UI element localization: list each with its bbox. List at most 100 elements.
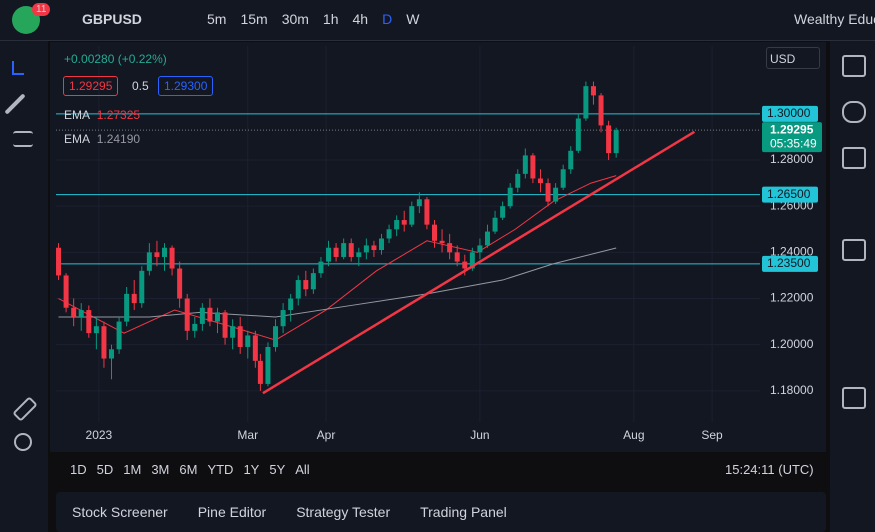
candle-body bbox=[439, 240, 445, 244]
tab[interactable]: Stock Screener bbox=[72, 504, 168, 520]
candle-body bbox=[318, 261, 324, 274]
candle-body bbox=[78, 310, 84, 317]
range[interactable]: 1M bbox=[123, 462, 142, 477]
badge: 11 bbox=[32, 3, 51, 16]
timeframes: 5m 15m 30m 1h 4h D W bbox=[207, 11, 433, 29]
symbol[interactable]: GBPUSD bbox=[82, 11, 142, 27]
level-label: 1.30000 bbox=[767, 106, 811, 120]
candle-body bbox=[109, 349, 115, 359]
line-tool[interactable] bbox=[4, 93, 26, 115]
x-tick-label: Aug bbox=[623, 428, 644, 442]
range[interactable]: 1D bbox=[70, 462, 87, 477]
clock: 15:24:11 (UTC) bbox=[725, 462, 814, 477]
candle-body bbox=[280, 310, 286, 327]
timeframe[interactable]: 5m bbox=[207, 11, 227, 27]
tab[interactable]: Pine Editor bbox=[197, 504, 267, 520]
candle-body bbox=[371, 245, 377, 251]
candle-body bbox=[447, 243, 453, 253]
candle-body bbox=[169, 247, 175, 269]
tab[interactable]: Strategy Tester bbox=[296, 504, 391, 520]
timeframe[interactable]: W bbox=[406, 11, 420, 27]
level-tag bbox=[762, 255, 818, 272]
timeframe[interactable]: D bbox=[382, 11, 393, 27]
candle-body bbox=[184, 298, 190, 331]
candle-body bbox=[462, 261, 468, 269]
fib-tool[interactable] bbox=[13, 131, 33, 147]
candle-body bbox=[386, 229, 392, 239]
candle-body bbox=[431, 224, 437, 241]
candle-body bbox=[469, 252, 475, 269]
candle-body bbox=[124, 293, 130, 322]
level-tag bbox=[762, 186, 818, 203]
x-tick-label: Sep bbox=[701, 428, 723, 442]
candle-body bbox=[530, 155, 536, 179]
timeframe[interactable]: 4h bbox=[352, 11, 369, 27]
data-window[interactable] bbox=[842, 147, 866, 169]
candle-body bbox=[590, 86, 596, 96]
candle-body bbox=[522, 155, 528, 174]
range[interactable]: 5D bbox=[96, 462, 114, 477]
level-tag bbox=[762, 105, 818, 122]
candle-body bbox=[63, 275, 69, 308]
candle-body bbox=[379, 238, 385, 251]
candle-body bbox=[237, 326, 243, 347]
alerts[interactable] bbox=[842, 101, 866, 123]
timeframe[interactable]: 1h bbox=[322, 11, 339, 27]
candle-body bbox=[553, 187, 559, 202]
account[interactable]: Wealthy Educ bbox=[794, 11, 875, 27]
timeframe[interactable]: 30m bbox=[281, 11, 309, 27]
range[interactable]: YTD bbox=[207, 462, 234, 477]
candle-body bbox=[295, 280, 301, 299]
candle-body bbox=[265, 346, 271, 384]
ranges: 1D 5D 1M 3M 6M YTD 1Y 5Y All bbox=[70, 462, 320, 477]
level-label: 1.23500 bbox=[767, 256, 811, 270]
ema-row: EMA 1.27325 bbox=[64, 108, 140, 122]
watchlist[interactable] bbox=[842, 55, 866, 77]
ruler-tool[interactable] bbox=[12, 396, 38, 422]
range[interactable]: All bbox=[295, 462, 310, 477]
candle-body bbox=[416, 199, 422, 207]
ema-line bbox=[58, 247, 617, 318]
candle-body bbox=[71, 307, 77, 317]
x-tick-label: Jun bbox=[470, 428, 489, 442]
ema-label: EMA bbox=[64, 132, 91, 146]
candle-body bbox=[326, 247, 332, 262]
spread: 0.5 bbox=[132, 79, 149, 93]
candle-body bbox=[131, 293, 137, 304]
candle-body bbox=[598, 95, 604, 126]
plot-area bbox=[56, 46, 760, 422]
timeframe[interactable]: 15m bbox=[240, 11, 268, 27]
cursor-tool[interactable] bbox=[12, 61, 24, 75]
y-tick-label: 1.28000 bbox=[770, 152, 814, 166]
candle-body bbox=[507, 187, 513, 207]
ema-row: EMA 1.24190 bbox=[64, 132, 140, 146]
zoom-tool[interactable] bbox=[14, 433, 32, 451]
tab[interactable]: Trading Panel bbox=[420, 504, 507, 520]
range[interactable]: 5Y bbox=[269, 462, 286, 477]
y-tick-label: 1.24000 bbox=[770, 245, 814, 259]
candle-body bbox=[356, 252, 362, 257]
y-tick-label: 1.22000 bbox=[770, 291, 814, 305]
calendar[interactable] bbox=[842, 239, 866, 261]
candle-body bbox=[363, 245, 369, 253]
bottom-tabs: Stock Screener Pine Editor Strategy Tester… bbox=[56, 492, 826, 532]
candle-body bbox=[214, 312, 220, 322]
top-toolbar: 11 GBPUSD 5m 15m 30m 1h 4h D W Wealthy Educ bbox=[0, 0, 875, 41]
currency[interactable]: USD bbox=[766, 47, 820, 69]
bid[interactable]: 1.29295 bbox=[63, 76, 119, 96]
range[interactable]: 6M bbox=[179, 462, 198, 477]
range[interactable]: 3M bbox=[151, 462, 170, 477]
countdown: 05:35:49 bbox=[770, 136, 817, 150]
candle-body bbox=[245, 335, 251, 347]
candle-body bbox=[492, 217, 498, 232]
range[interactable]: 1Y bbox=[243, 462, 260, 477]
x-tick-label: Apr bbox=[317, 428, 336, 442]
ask[interactable]: 1.29300 bbox=[158, 76, 214, 96]
candle-body bbox=[288, 298, 294, 311]
candle-body bbox=[207, 307, 213, 322]
trendline bbox=[262, 130, 696, 395]
candle-body bbox=[222, 312, 228, 338]
chat[interactable] bbox=[842, 387, 866, 409]
candle-body bbox=[394, 220, 400, 230]
